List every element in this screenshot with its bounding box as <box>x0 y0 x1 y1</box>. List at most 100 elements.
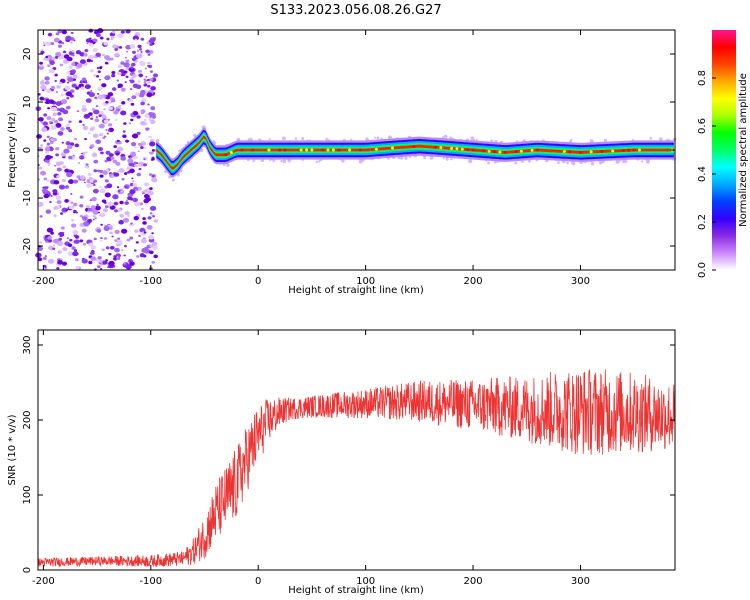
spectrogram-noise-speck <box>66 237 69 239</box>
spectrogram-noise-speck <box>140 109 146 114</box>
spectrogram-noise-speck <box>73 179 79 184</box>
spectrogram-noise-speck <box>47 236 52 240</box>
x-tick-label: -100 <box>139 276 162 287</box>
spectrogram-noise-speck <box>133 249 137 252</box>
colorbar: 0.0 0.2 0.4 0.6 0.8 Normalized spectral ampl… <box>697 30 749 278</box>
spectrogram-noise-speck <box>86 58 91 63</box>
spectrogram-noise-speck <box>103 108 106 111</box>
spectrogram-noise-speck <box>131 95 137 100</box>
spectrogram-noise-speck <box>81 107 88 112</box>
spectrogram-noise-speck <box>92 133 99 139</box>
spectrogram-noise-speck <box>66 144 73 150</box>
spectrogram-noise-speck <box>92 180 96 184</box>
spectrogram-noise-speck <box>148 135 152 139</box>
spectrogram-noise-speck <box>50 195 53 197</box>
spectrogram-ridge-bead <box>348 148 352 152</box>
spectrogram-noise-speck <box>147 64 153 69</box>
spectrogram-noise-speck <box>96 67 100 70</box>
spectrogram-noise-speck <box>116 257 121 260</box>
spectrogram-noise-speck <box>121 249 124 251</box>
spectrogram-noise-speck <box>109 57 114 61</box>
spectrogram-ridge-halo <box>475 138 478 141</box>
spectrogram-noise-speck <box>108 252 112 256</box>
x-tick-label: 300 <box>571 576 590 587</box>
spectrogram-noise-speck <box>99 188 106 194</box>
spectrogram-noise-speck <box>88 176 93 180</box>
spectrogram-noise-speck <box>129 236 134 240</box>
spectrogram-noise-speck <box>81 258 88 264</box>
spectrogram-noise-speck <box>65 185 69 187</box>
spectrogram-noise-speck <box>70 193 73 195</box>
spectrogram-noise-speck <box>72 154 75 157</box>
spectrogram-noise-speck <box>110 156 115 160</box>
snr-y-axis: 0 100 200 300 <box>22 335 675 573</box>
spectrogram-noise-speck <box>93 109 100 115</box>
spectrogram-noise-speck <box>131 177 134 180</box>
spectrogram-ridge-bead <box>412 145 416 149</box>
spectrogram-noise-speck <box>46 116 52 120</box>
spectrogram-noise-speck <box>149 187 153 190</box>
spectrogram-noise-speck <box>47 32 53 37</box>
spectrogram-noise-speck <box>136 131 141 135</box>
spectrogram-noise-speck <box>68 169 71 171</box>
spectrogram-ridge-halo <box>615 159 620 164</box>
spectrogram-noise-speck <box>88 260 93 265</box>
spectrogram-ridge-halo <box>388 135 392 140</box>
spectrogram-noise-speck <box>38 65 44 70</box>
spectrogram-noise-speck <box>106 37 110 41</box>
spectrogram-noise-speck <box>94 217 97 220</box>
spectrogram-noise-speck <box>79 81 82 83</box>
spectrogram-ridge-band <box>156 129 674 176</box>
spectrogram-noise-speck <box>39 61 43 65</box>
spectrogram-x-label: Height of straight line (km) <box>288 285 424 296</box>
spectrogram-noise-speck <box>137 150 140 153</box>
spectrogram-noise-speck <box>56 167 62 172</box>
spectrogram-noise-speck <box>124 211 130 216</box>
spectrogram-noise-speck <box>141 238 147 244</box>
spectrogram-noise-speck <box>153 219 158 223</box>
spectrogram-y-label: Frequency (Hz) <box>7 112 18 188</box>
spectrogram-noise-speck <box>113 145 117 148</box>
colorbar-tick-label: 0.8 <box>697 70 708 86</box>
spectrogram-noise-speck <box>49 60 55 65</box>
spectrogram-noise-speck <box>120 30 125 34</box>
spectrogram-noise-speck <box>79 155 85 160</box>
spectrogram-noise-speck <box>82 216 88 221</box>
spectrogram-noise-speck <box>131 223 135 226</box>
spectrogram-ridge-bead <box>337 148 341 152</box>
spectrogram-noise-speck <box>91 116 94 118</box>
spectrogram-noise-speck <box>66 105 71 110</box>
spectrogram-noise-speck <box>140 37 145 41</box>
spectrogram-noise-speck <box>75 266 80 270</box>
spectrogram-ridge-bead <box>589 150 593 154</box>
spectrogram-noise-speck <box>37 257 43 262</box>
spectrogram-ridge-bead <box>638 148 642 152</box>
spectrogram-noise-speck <box>97 256 102 260</box>
spectrogram-noise-speck <box>79 175 86 180</box>
spectrogram-noise-speck <box>99 36 104 40</box>
spectrogram-noise-speck <box>120 156 126 161</box>
spectrogram-noise-speck <box>123 254 126 257</box>
spectrogram-noise-speck <box>46 89 52 94</box>
spectrogram-noise-speck <box>131 180 135 183</box>
spectrogram-noise-speck <box>149 139 154 143</box>
spectrogram-noise-speck <box>86 183 92 188</box>
spectrogram-noise-speck <box>66 71 71 75</box>
spectrogram-noise-speck <box>71 54 75 57</box>
spectrogram-ridge-halo <box>659 137 663 141</box>
spectrogram-noise-speck <box>82 125 89 131</box>
spectrogram-noise-speck <box>44 186 49 190</box>
spectrogram-y-axis: -20 -10 0 10 20 <box>22 48 675 254</box>
spectrogram-noise-speck <box>56 200 62 205</box>
x-tick-label: 0 <box>255 576 261 587</box>
spectrogram-noise-speck <box>47 245 54 251</box>
spectrogram-noise-speck <box>99 186 102 189</box>
spectrogram-noise-speck <box>51 34 54 36</box>
spectrogram-ridge-halo <box>280 159 283 163</box>
spectrogram-ridge-bead <box>283 148 287 152</box>
spectrogram-ridge-bead <box>460 147 464 151</box>
spectrogram-noise-speck <box>94 96 98 99</box>
spectrogram-noise-speck <box>82 243 87 246</box>
spectrogram-x-axis: -200 -100 0 100 200 300 <box>32 30 590 287</box>
spectrogram-noise-speck <box>72 202 78 207</box>
